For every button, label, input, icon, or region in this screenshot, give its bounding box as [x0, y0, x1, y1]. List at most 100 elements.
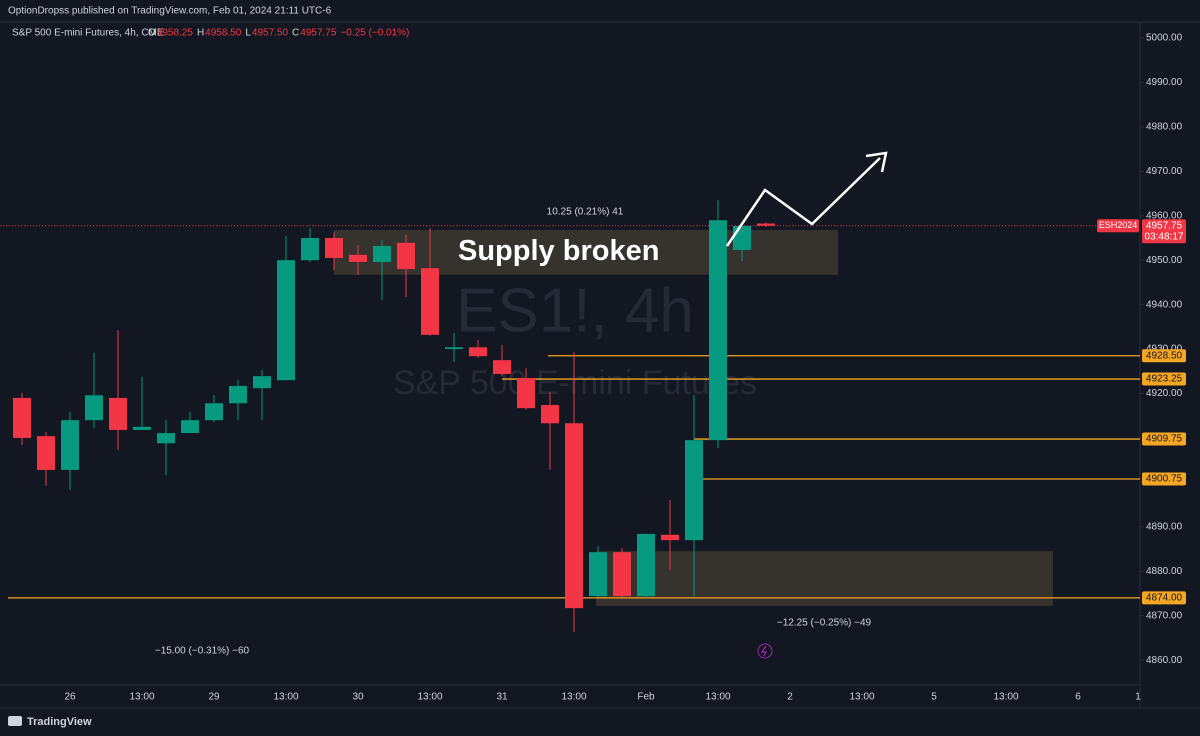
x-tick-label: 13:00 — [849, 692, 874, 703]
watermark: ES1!, 4h — [456, 276, 694, 345]
candle-body — [637, 533, 655, 597]
zone — [334, 229, 838, 275]
level-tag — [1142, 372, 1186, 386]
candle-body — [757, 223, 775, 226]
candle-body — [253, 376, 271, 389]
event-bolt — [760, 645, 767, 657]
level-tag — [1142, 591, 1186, 605]
y-tick-label: 4970.00 — [1146, 166, 1183, 177]
candle-body — [301, 237, 319, 261]
x-tick-label: 31 — [496, 692, 508, 703]
candle-body — [685, 440, 703, 541]
y-tick-label: 4880.00 — [1146, 566, 1183, 577]
x-tick-label: 5 — [931, 692, 937, 703]
candle-body — [421, 268, 439, 335]
x-tick-label: 29 — [208, 692, 220, 703]
x-tick-label: 13:00 — [993, 692, 1018, 703]
candle-body — [229, 385, 247, 404]
candle-body — [133, 426, 151, 430]
candle-body — [61, 420, 79, 470]
candle-body — [397, 242, 415, 270]
x-tick-label: 1 — [1135, 692, 1141, 703]
legend-value: 4958.50 — [205, 28, 242, 39]
legend-value: 4958.25 — [157, 28, 194, 39]
legend-value: 4957.75 — [300, 28, 337, 39]
legend-key: L — [245, 28, 251, 39]
y-tick-label: 4890.00 — [1146, 521, 1183, 532]
countdown: 03:48:17 — [1145, 231, 1184, 242]
brand: TradingView — [27, 716, 92, 728]
y-tick-label: 4920.00 — [1146, 388, 1183, 399]
candle-body — [493, 360, 511, 374]
candle-body — [109, 397, 127, 430]
plot: 4860.004870.004880.004890.004900.004910.… — [0, 33, 1186, 703]
x-tick-label: 13:00 — [417, 692, 442, 703]
x-tick-label: 26 — [64, 692, 76, 703]
candle-body — [733, 225, 751, 250]
candle-body — [517, 377, 535, 409]
symbol: S&P 500 E-mini Futures, 4h, CME — [12, 28, 164, 39]
publisher: OptionDropss published on TradingView.co… — [8, 6, 332, 17]
legend-key: C — [292, 28, 299, 39]
candle-body — [325, 237, 343, 258]
candle-body — [445, 347, 463, 350]
measure-label: −12.25 (−0.25%) −49 — [777, 618, 872, 629]
measure-label: −15.00 (−0.31%) −60 — [155, 646, 250, 657]
x-tick-label: 6 — [1075, 692, 1081, 703]
y-tick-label: 4870.00 — [1146, 610, 1183, 621]
level-label: 4874.00 — [1146, 593, 1183, 604]
level-label: 4923.25 — [1146, 374, 1183, 385]
symbol-legend: S&P 500 E-mini Futures, 4h, CME O 4958.25… — [12, 28, 409, 39]
candle-body — [277, 260, 295, 381]
last-price-label: 4957.75 — [1146, 220, 1183, 231]
x-tick-label: 13:00 — [129, 692, 154, 703]
legend-change: −0.25 (−0.01%) — [340, 28, 409, 39]
candle-body — [661, 534, 679, 541]
zone — [596, 551, 1053, 606]
arrow-head — [865, 151, 888, 173]
y-tick-label: 4940.00 — [1146, 299, 1183, 310]
legend-value: 4957.50 — [252, 28, 289, 39]
level-label: 4900.75 — [1146, 474, 1183, 485]
x-tick-label: 2 — [787, 692, 793, 703]
x-tick-label: Feb — [637, 692, 655, 703]
candle-body — [613, 552, 631, 597]
level-tag — [1142, 472, 1186, 486]
candle-body — [37, 436, 55, 470]
x-tick-label: 13:00 — [273, 692, 298, 703]
event-icon[interactable] — [757, 643, 773, 659]
ticker-tag — [1097, 219, 1139, 233]
level-label: 4909.75 — [1146, 434, 1183, 445]
candle-body — [709, 220, 727, 441]
legend-key: O — [148, 28, 156, 39]
y-tick-label: 4860.00 — [1146, 655, 1183, 666]
level-label: 4928.50 — [1146, 350, 1183, 361]
candle-body — [541, 405, 559, 424]
candle-body — [13, 397, 31, 438]
candle-body — [565, 423, 583, 609]
ticker-label: ESH2024 — [1099, 220, 1138, 230]
brand-logo — [8, 716, 22, 726]
level-tag — [1142, 349, 1186, 363]
measure-label: 10.25 (0.21%) 41 — [547, 207, 624, 218]
watermark-subtitle: S&P 500 E-mini Futures — [393, 364, 757, 402]
y-tick-label: 4980.00 — [1146, 122, 1183, 133]
y-tick-label: 4990.00 — [1146, 77, 1183, 88]
x-tick-label: 13:00 — [705, 692, 730, 703]
x-tick-label: 30 — [352, 692, 364, 703]
candle-body — [469, 347, 487, 357]
zone-label: Supply broken — [458, 235, 659, 267]
y-tick-label: 4950.00 — [1146, 255, 1183, 266]
x-tick-label: 13:00 — [561, 692, 586, 703]
candle-body — [205, 403, 223, 421]
candle-body — [181, 420, 199, 434]
candle-body — [85, 395, 103, 421]
candle-body — [589, 552, 607, 597]
legend-key: H — [197, 28, 204, 39]
y-tick-label: 4960.00 — [1146, 210, 1183, 221]
candle-body — [373, 245, 391, 262]
y-tick-label: 5000.00 — [1146, 33, 1183, 44]
candle-body — [157, 433, 175, 444]
